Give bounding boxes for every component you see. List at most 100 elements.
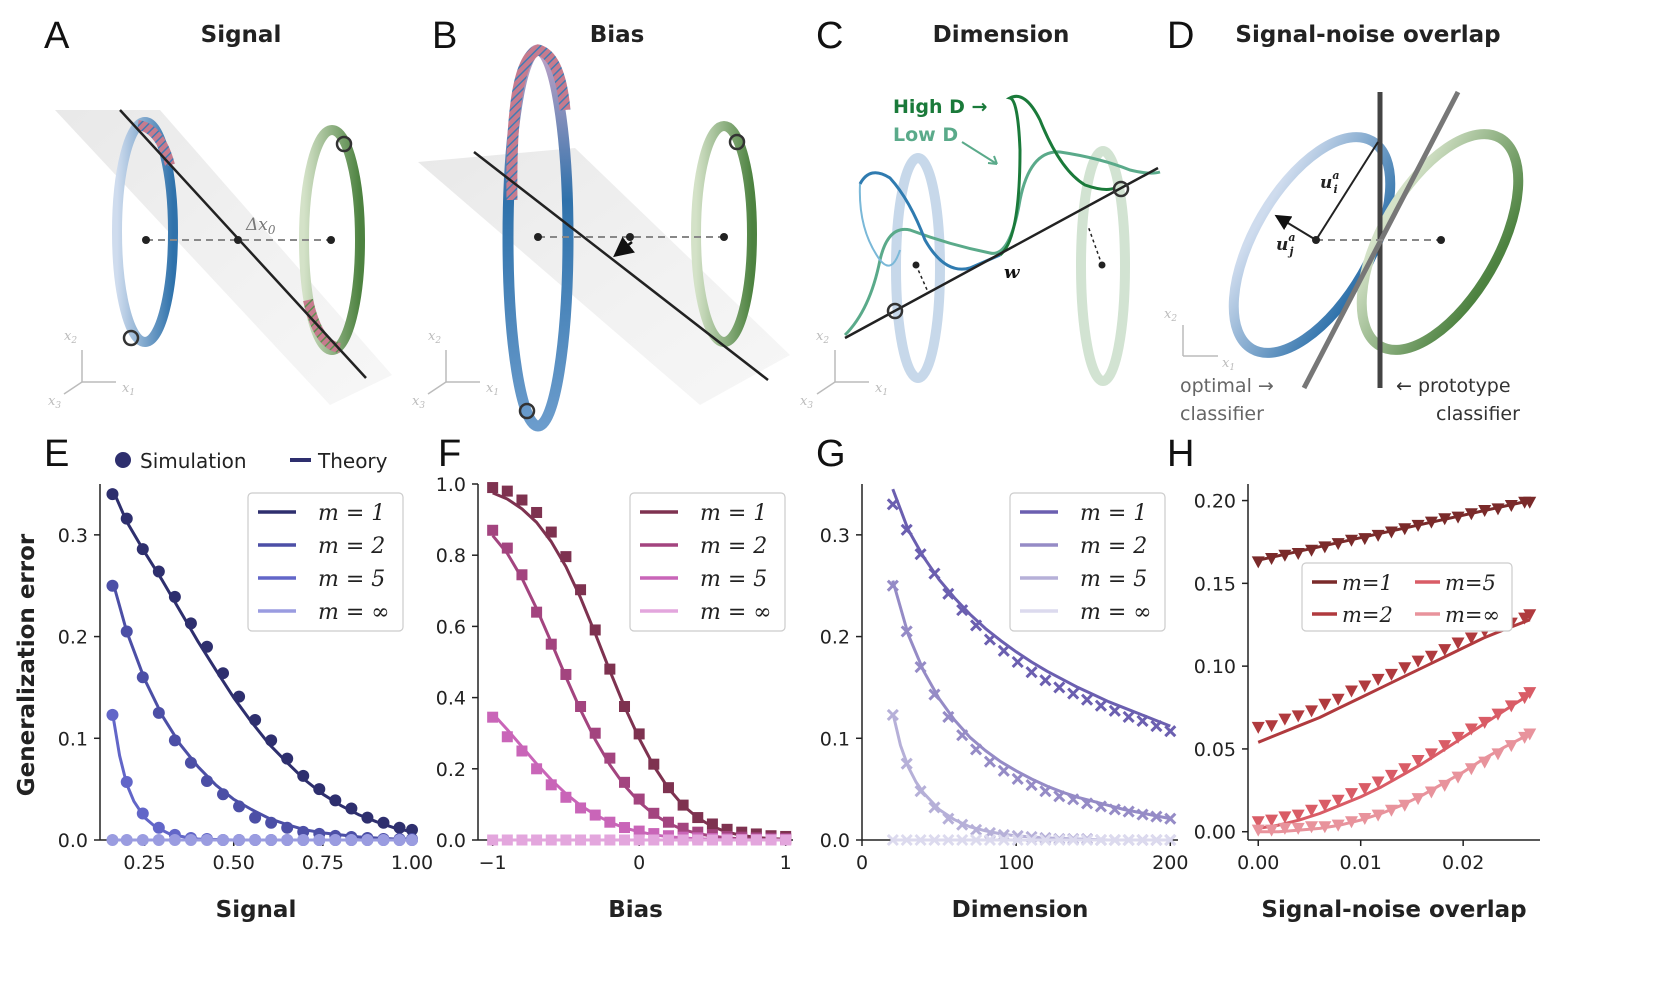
classifier-line — [473, 151, 769, 381]
data-point-3-16 — [721, 834, 733, 846]
data-point-0-8 — [1358, 533, 1372, 546]
legend-label: m=5 — [1445, 571, 1496, 595]
low-d-arrow-icon — [961, 141, 998, 165]
panel-letter-h: H — [1167, 433, 1194, 475]
y-tick-label: 0.15 — [1194, 573, 1236, 595]
data-point-3-0 — [487, 834, 499, 846]
panel-letter-e: E — [44, 433, 69, 475]
data-point-0-15 — [345, 802, 358, 815]
decision-plane — [55, 110, 392, 405]
legend-label: m = 5 — [1080, 567, 1147, 592]
svg-text:x1: x1 — [1222, 356, 1235, 373]
data-point-1-4 — [1305, 705, 1319, 718]
data-point-3-9 — [1371, 809, 1385, 822]
data-point-1-0 — [106, 579, 119, 592]
data-point-2-2 — [516, 745, 528, 757]
data-point-0-20 — [1164, 725, 1177, 738]
data-point-0-18 — [1491, 503, 1505, 516]
data-point-1-1 — [120, 625, 133, 638]
panel-title-signal: Signal — [201, 22, 282, 48]
data-point-1-15 — [1094, 800, 1107, 813]
data-point-3-12 — [297, 834, 310, 846]
data-point-0-2 — [516, 494, 528, 506]
data-point-3-17 — [377, 834, 390, 846]
data-point-3-6 — [200, 834, 213, 846]
data-point-3-5 — [1318, 821, 1332, 834]
y-tick-label: 0.1 — [58, 728, 88, 750]
data-point-0-12 — [662, 782, 674, 794]
data-point-0-6 — [970, 619, 983, 632]
data-point-3-10 — [633, 834, 645, 846]
data-point-0-6 — [575, 584, 587, 596]
data-point-3-20 — [1164, 833, 1177, 847]
data-point-2-21 — [1523, 687, 1537, 700]
data-point-2-0 — [1251, 816, 1265, 829]
data-point-2-10 — [1384, 769, 1398, 782]
data-point-2-1 — [120, 776, 133, 789]
data-point-0-7 — [217, 667, 230, 680]
data-point-3-1 — [120, 834, 133, 846]
x-axis-title: Signal — [216, 897, 297, 923]
data-point-3-1 — [501, 834, 513, 846]
simulation-marker — [115, 452, 131, 468]
data-point-3-12 — [662, 834, 674, 846]
svg-text:x3: x3 — [48, 394, 61, 411]
projection-line — [915, 264, 929, 293]
x-tick-label: 0.01 — [1340, 852, 1382, 874]
data-point-1-12 — [1411, 655, 1425, 668]
data-point-2-2 — [1278, 811, 1292, 824]
data-point-2-5 — [560, 791, 572, 803]
legend-label: m=∞ — [1445, 603, 1500, 627]
data-point-3-9 — [1011, 833, 1024, 847]
legend: m=1 m=2 m=5 m=∞ — [1301, 562, 1513, 632]
data-point-1-6 — [200, 775, 213, 788]
data-point-1-13 — [1067, 793, 1080, 806]
data-point-3-1 — [1265, 824, 1279, 837]
w-axis-line — [844, 166, 1159, 340]
data-point-3-19 — [1150, 833, 1163, 847]
hatched-overlap — [506, 44, 571, 201]
data-point-3-3 — [152, 834, 165, 846]
data-point-3-18 — [750, 834, 762, 846]
data-point-0-4 — [168, 590, 181, 603]
x-tick-label: 0 — [856, 852, 868, 874]
y-tick-label: 0.0 — [436, 830, 466, 852]
data-point-3-2 — [914, 833, 927, 847]
theory-legend-label: Theory — [317, 449, 388, 473]
data-point-1-17 — [1122, 805, 1135, 818]
legend-label: m = 2 — [318, 534, 385, 559]
data-point-0-19 — [1504, 500, 1518, 513]
svg-text:x1: x1 — [875, 381, 888, 398]
axes-indicator — [1182, 325, 1218, 357]
data-point-2-10 — [633, 825, 645, 837]
data-point-0-15 — [1094, 699, 1107, 712]
data-point-3-8 — [997, 833, 1010, 847]
data-point-1-16 — [1108, 803, 1121, 816]
delta-x0-label: Δx0 — [245, 215, 276, 237]
data-point-3-4 — [545, 834, 557, 846]
y-tick-label: 0.0 — [58, 830, 88, 852]
data-point-2-3 — [152, 821, 165, 834]
legend-box — [1301, 562, 1513, 632]
y-tick-label: 0.2 — [436, 759, 466, 781]
x-axis-title: Dimension — [952, 897, 1089, 923]
data-point-3-19 — [765, 834, 777, 846]
data-point-3-2 — [136, 834, 149, 846]
data-point-1-14 — [1438, 644, 1452, 657]
high-d-label: High D → — [893, 96, 987, 118]
data-point-3-17 — [736, 834, 748, 846]
panel-letter-a: A — [44, 15, 70, 57]
data-point-1-9 — [619, 776, 631, 788]
legend: m = 1 m = 2 m = 5 m = ∞ — [1009, 492, 1166, 632]
data-point-2-3 — [928, 801, 941, 814]
data-point-3-19 — [1504, 740, 1518, 753]
data-point-1-2 — [914, 661, 927, 674]
u-i-label: ua i — [1320, 169, 1340, 196]
svg-text:x2: x2 — [64, 329, 77, 346]
data-point-0-9 — [1371, 529, 1385, 542]
prototype-classifier-label-2: classifier — [1436, 403, 1520, 425]
data-point-2-14 — [1438, 740, 1452, 753]
data-point-0-0 — [1251, 556, 1265, 569]
data-point-3-13 — [313, 834, 326, 846]
